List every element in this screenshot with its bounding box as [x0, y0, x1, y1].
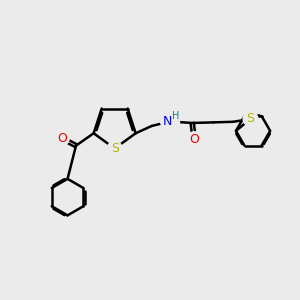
- Circle shape: [161, 112, 179, 131]
- Circle shape: [107, 141, 122, 156]
- Text: S: S: [111, 142, 119, 155]
- Text: O: O: [57, 132, 67, 145]
- Text: S: S: [247, 112, 254, 125]
- Circle shape: [55, 131, 69, 146]
- Circle shape: [243, 112, 258, 126]
- Text: H: H: [172, 111, 179, 121]
- Text: N: N: [163, 115, 172, 128]
- Circle shape: [187, 132, 202, 146]
- Text: O: O: [189, 133, 199, 146]
